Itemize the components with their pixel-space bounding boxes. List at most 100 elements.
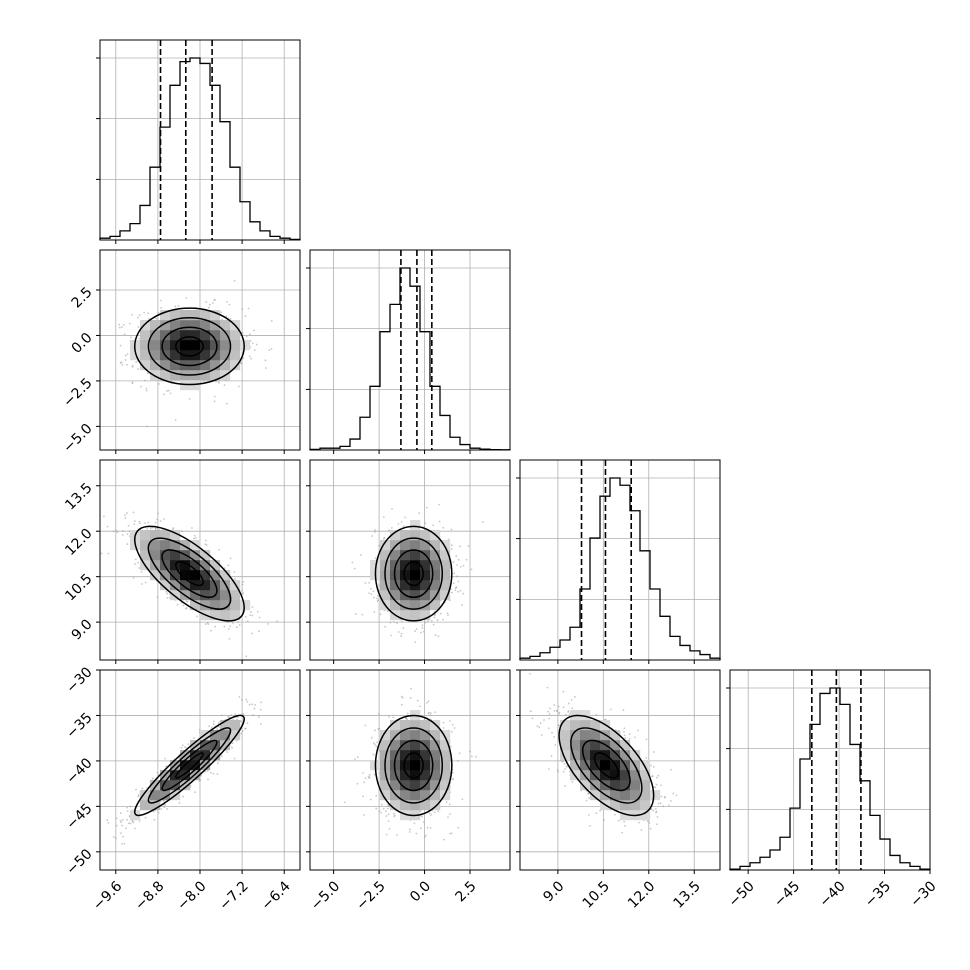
sample-point (361, 771, 364, 774)
sample-point (129, 336, 132, 339)
density-cell (380, 730, 391, 741)
density-cell (190, 590, 201, 601)
sample-point (373, 729, 376, 732)
density-cell (160, 530, 171, 541)
sample-point (447, 538, 450, 541)
sample-point (212, 720, 215, 723)
density-cell (420, 580, 431, 591)
density-cell (380, 580, 391, 591)
sample-point (180, 530, 183, 532)
sample-point (442, 526, 445, 529)
sample-point (400, 521, 403, 523)
panel-frame (309, 669, 511, 871)
density-cell (170, 350, 181, 361)
density-cell (150, 540, 161, 551)
sample-point (415, 832, 418, 835)
sample-point (132, 511, 135, 514)
sample-point (451, 591, 453, 594)
sample-point (442, 618, 444, 621)
sample-point (107, 552, 110, 555)
contour-level-3 (133, 525, 245, 622)
sample-point (107, 822, 110, 824)
sample-point (470, 568, 473, 571)
sample-point (212, 723, 215, 725)
sample-point (226, 300, 228, 303)
density-cell (150, 340, 161, 351)
density-cell (420, 770, 431, 781)
sample-point (166, 597, 169, 599)
sample-point (227, 627, 230, 630)
density-cell (390, 750, 401, 761)
sample-point (372, 590, 375, 593)
density-cell (230, 590, 241, 601)
contour-level-2 (384, 727, 444, 804)
density-cell (400, 780, 411, 791)
density-cell (440, 540, 451, 551)
density-cell (410, 750, 421, 761)
sample-point (126, 543, 129, 545)
sample-point (385, 815, 388, 817)
sample-point (252, 329, 255, 332)
sample-point (205, 539, 207, 542)
sample-point (387, 813, 390, 816)
sample-point (240, 362, 243, 365)
sample-point (245, 655, 248, 658)
density-cell (400, 740, 411, 751)
density-cell (180, 780, 191, 791)
sample-point (380, 811, 382, 814)
sample-point (457, 590, 459, 593)
density-cell (430, 770, 441, 781)
panel-frame (519, 459, 721, 661)
density-cell (140, 330, 151, 341)
sample-point (158, 383, 160, 385)
sample-point (400, 620, 403, 623)
density-cell (400, 540, 411, 551)
contour-level-0 (175, 336, 204, 357)
sample-point (421, 627, 424, 629)
density-cell (390, 740, 401, 751)
sample-point (127, 524, 130, 527)
density-cell (180, 560, 191, 571)
sample-point (374, 557, 377, 560)
sample-point (268, 349, 271, 351)
sample-point (437, 810, 439, 813)
sample-point (374, 531, 376, 533)
panel-frame (309, 459, 511, 661)
sample-point (457, 826, 460, 829)
density-cell (410, 610, 421, 621)
sample-point (208, 725, 210, 727)
sample-point (375, 794, 378, 797)
sample-point (438, 503, 440, 506)
sample-point (227, 715, 230, 718)
density-cell (190, 340, 201, 351)
sample-point (137, 561, 140, 564)
sample-point (178, 757, 180, 760)
sample-point (241, 589, 244, 592)
sample-point (429, 826, 432, 829)
density-cell (160, 340, 171, 351)
sample-point (385, 833, 388, 836)
hist-panel-3 (726, 669, 931, 874)
sample-point (122, 529, 125, 532)
sample-point (121, 326, 123, 328)
sample-point (409, 828, 411, 831)
density-cell (440, 560, 451, 571)
sample-point (270, 319, 273, 322)
sample-point (225, 402, 228, 405)
density-cell (430, 600, 441, 611)
sample-point (147, 312, 150, 315)
density-cell (140, 540, 151, 551)
sample-point (144, 522, 146, 525)
density-cell (190, 570, 201, 581)
sample-point (254, 704, 257, 706)
sample-point (427, 700, 430, 703)
sample-point (129, 805, 132, 808)
sample-point (126, 806, 128, 809)
sample-point (121, 824, 124, 827)
sample-point (112, 836, 115, 839)
sample-point (166, 389, 168, 392)
sample-point (388, 529, 390, 532)
density-cell (200, 350, 211, 361)
density-cell (170, 590, 181, 601)
sample-point (457, 558, 460, 561)
